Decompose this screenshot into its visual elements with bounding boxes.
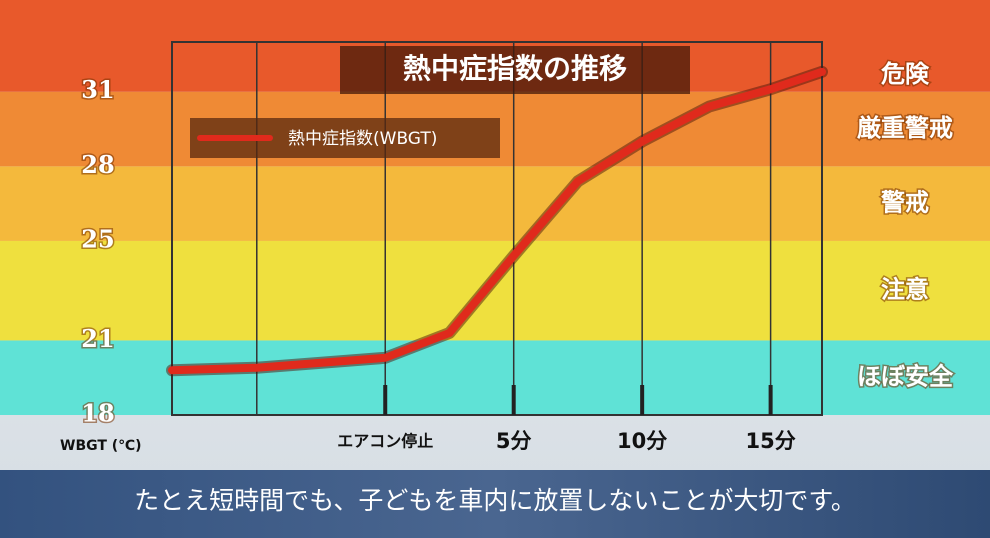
legend-label: 熱中症指数(WBGT) <box>288 129 437 149</box>
y-axis-label: WBGT (℃) <box>60 438 142 454</box>
zone-label: 注意 <box>881 276 929 304</box>
zone-label: 警戒 <box>880 189 929 217</box>
y-tick-label: 25 <box>81 224 114 253</box>
y-tick-label: 28 <box>81 150 114 179</box>
y-tick-label: 21 <box>81 324 114 353</box>
y-tick-label: 31 <box>81 75 114 104</box>
caption-band <box>0 470 990 538</box>
zone-band <box>0 166 990 241</box>
caption: たとえ短時間でも、子どもを車内に放置しないことが大切です。 <box>134 486 856 515</box>
x-tick-label: 15分 <box>745 429 795 453</box>
x-tick-label: エアコン停止 <box>337 432 433 451</box>
series-line <box>168 67 826 375</box>
zone-label: ほぼ安全 <box>857 363 954 391</box>
title-box <box>340 46 690 94</box>
chart-title: 熱中症指数の推移 <box>403 52 627 85</box>
zone-label: 厳重警戒 <box>857 114 953 142</box>
x-tick-label: 5分 <box>496 429 532 453</box>
zone-band <box>0 340 990 415</box>
y-tick-label: 18 <box>81 399 114 428</box>
x-tick-label: 10分 <box>617 429 667 453</box>
plot-frame <box>171 41 823 416</box>
zone-label: 危険 <box>881 60 930 88</box>
zone-band <box>0 240 990 341</box>
